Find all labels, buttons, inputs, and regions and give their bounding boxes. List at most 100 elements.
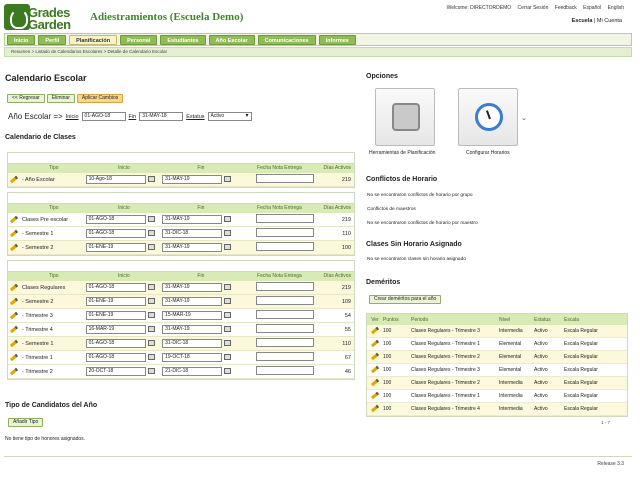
lang-en-link[interactable]: English — [607, 5, 624, 11]
pencil-icon[interactable] — [9, 325, 18, 333]
row-start-input[interactable]: 10-Ago-18 — [85, 175, 146, 184]
row-grade-due-input[interactable] — [255, 214, 314, 223]
calendar-icon[interactable] — [147, 229, 155, 236]
back-button[interactable]: << Regresar — [7, 94, 45, 103]
row-end-input[interactable]: 31-MAY-19 — [162, 215, 223, 224]
chevron-down-icon[interactable]: ⌄ — [521, 115, 527, 122]
pencil-icon[interactable] — [370, 326, 380, 335]
calendar-icon[interactable] — [147, 367, 155, 374]
calendar-icon[interactable] — [224, 283, 232, 290]
row-end-input[interactable]: 31-MAY-19 — [162, 297, 223, 306]
lang-es-link[interactable]: Español — [583, 5, 602, 11]
calendar-icon[interactable] — [224, 367, 232, 374]
pencil-icon[interactable] — [9, 283, 18, 291]
status-select[interactable]: Activo — [207, 112, 252, 121]
row-grade-due-input[interactable] — [255, 296, 314, 305]
pencil-icon[interactable] — [370, 339, 380, 348]
pencil-icon[interactable] — [9, 215, 18, 223]
row-grade-due-input[interactable] — [255, 366, 314, 375]
calendar-icon[interactable] — [224, 353, 232, 360]
pencil-icon[interactable] — [9, 353, 18, 361]
pencil-icon[interactable] — [9, 367, 18, 375]
pencil-icon[interactable] — [9, 297, 18, 305]
row-start-input[interactable]: 01-AGO-18 — [85, 215, 146, 224]
calendar-icon[interactable] — [147, 175, 155, 182]
end-date-input[interactable]: 31-MAY-18 — [139, 112, 184, 121]
pencil-icon[interactable] — [9, 175, 18, 183]
row-grade-due-input[interactable] — [255, 352, 314, 361]
calendar-icon[interactable] — [147, 215, 155, 222]
row-start-input[interactable]: 01-AGO-18 — [85, 339, 146, 348]
row-end-input[interactable]: 31-DIC-18 — [162, 229, 223, 238]
create-demerits-button[interactable]: Crear deméritos para el año — [369, 295, 442, 304]
row-end-input[interactable]: 19-OCT-18 — [162, 353, 223, 362]
row-grade-due-input[interactable] — [255, 242, 314, 251]
calendar-icon[interactable] — [224, 243, 232, 250]
delete-button[interactable]: Eliminar — [46, 94, 75, 103]
nav-tab-3[interactable]: Personal — [120, 35, 158, 45]
nav-tab-5[interactable]: Año Escolar — [208, 35, 255, 45]
pencil-icon[interactable] — [370, 365, 380, 374]
logo[interactable]: Grades Garden — [4, 4, 86, 32]
calendar-icon[interactable] — [224, 311, 232, 318]
pencil-icon[interactable] — [9, 243, 18, 251]
calendar-icon[interactable] — [224, 339, 232, 346]
nav-tab-7[interactable]: Informes — [318, 35, 356, 45]
row-end-input[interactable]: 31-DIC-18 — [162, 339, 223, 348]
row-grade-due-input[interactable] — [255, 174, 314, 183]
calendar-icon[interactable] — [147, 283, 155, 290]
nav-tab-4[interactable]: Estudiantes — [160, 35, 206, 45]
row-end-input[interactable]: 31-MAY-19 — [162, 175, 223, 184]
row-start-input[interactable]: 01-ENE-19 — [85, 243, 146, 252]
calendar-icon[interactable] — [224, 325, 232, 332]
row-end-input[interactable]: 15-MAR-19 — [162, 311, 223, 320]
configure-schedules-tile[interactable]: ⌄ — [458, 88, 527, 146]
configure-schedules-label[interactable]: Configurar Horarios — [466, 150, 510, 156]
calendar-icon[interactable] — [147, 243, 155, 250]
row-start-input[interactable]: 01-ENE-19 — [85, 297, 146, 306]
apply-changes-button[interactable]: Aplicar Cambios — [76, 94, 124, 103]
pencil-icon[interactable] — [370, 378, 380, 387]
row-grade-due-input[interactable] — [255, 310, 314, 319]
row-end-input[interactable]: 31-MAY-19 — [162, 243, 223, 252]
row-end-input[interactable]: 31-MAY-19 — [162, 283, 223, 292]
nav-tab-2[interactable]: Planificación — [69, 35, 118, 45]
row-grade-due-input[interactable] — [255, 228, 314, 237]
planning-tools-tile[interactable] — [375, 88, 435, 146]
calendar-icon[interactable] — [147, 339, 155, 346]
school-current[interactable]: Escuela — [571, 18, 593, 24]
nav-tab-0[interactable]: Inicio — [7, 35, 36, 45]
pencil-icon[interactable] — [370, 404, 380, 413]
nav-tab-6[interactable]: Comunicaciones — [257, 35, 316, 45]
calendar-icon[interactable] — [147, 325, 155, 332]
row-start-input[interactable]: 01-AGO-18 — [85, 353, 146, 362]
row-grade-due-input[interactable] — [255, 282, 314, 291]
planning-tools-label[interactable]: Herramientas de Planificación — [369, 150, 436, 156]
row-start-input[interactable]: 01-AGO-18 — [85, 229, 146, 238]
calendar-icon[interactable] — [224, 215, 232, 222]
calendar-icon[interactable] — [147, 353, 155, 360]
pencil-icon[interactable] — [9, 311, 18, 319]
logout-link[interactable]: Cerrar Sesión — [517, 5, 549, 11]
calendar-icon[interactable] — [224, 175, 232, 182]
row-start-input[interactable]: 01-ENE-19 — [85, 311, 146, 320]
pencil-icon[interactable] — [370, 352, 380, 361]
nav-tab-1[interactable]: Perfil — [38, 35, 67, 45]
pencil-icon[interactable] — [9, 229, 18, 237]
row-start-input[interactable]: 01-AGO-18 — [85, 283, 146, 292]
calendar-icon[interactable] — [147, 311, 155, 318]
row-end-input[interactable]: 31-MAY-19 — [162, 325, 223, 334]
pencil-icon[interactable] — [9, 339, 18, 347]
row-end-input[interactable]: 21-DIC-18 — [162, 367, 223, 376]
calendar-icon[interactable] — [224, 229, 232, 236]
add-type-button[interactable]: Añadir Tipo — [8, 418, 44, 427]
start-date-input[interactable]: 01-AGO-18 — [81, 112, 126, 121]
row-grade-due-input[interactable] — [255, 324, 314, 333]
my-account-link[interactable]: Mi Cuenta — [596, 18, 622, 24]
row-start-input[interactable]: 16-MAR-19 — [85, 325, 146, 334]
row-start-input[interactable]: 20-OCT-18 — [85, 367, 146, 376]
calendar-icon[interactable] — [147, 297, 155, 304]
calendar-icon[interactable] — [224, 297, 232, 304]
feedback-link[interactable]: Feedback — [554, 5, 577, 11]
row-grade-due-input[interactable] — [255, 338, 314, 347]
